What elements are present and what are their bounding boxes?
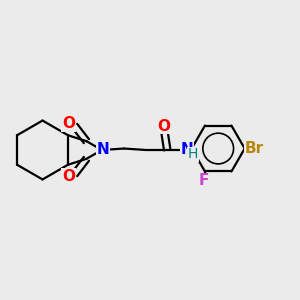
Text: Br: Br <box>245 141 264 156</box>
Text: N: N <box>180 142 193 157</box>
Text: N: N <box>97 142 110 158</box>
Text: H: H <box>188 147 198 161</box>
Text: F: F <box>199 173 209 188</box>
Text: O: O <box>62 169 75 184</box>
Text: O: O <box>157 118 170 134</box>
Text: O: O <box>62 116 75 131</box>
